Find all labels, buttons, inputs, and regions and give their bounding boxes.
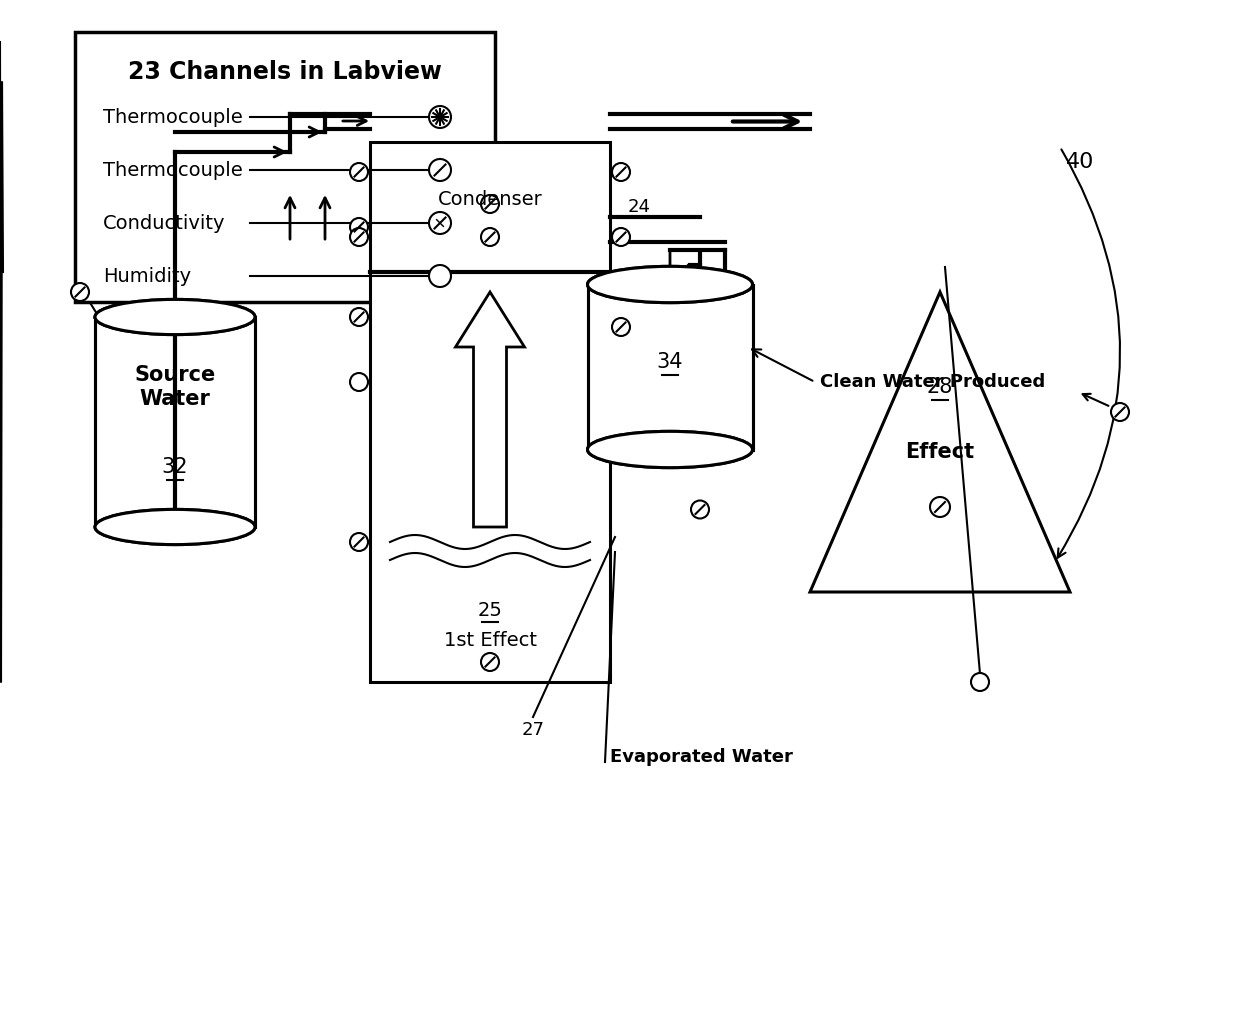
Circle shape: [71, 283, 89, 301]
Ellipse shape: [95, 509, 255, 545]
Circle shape: [971, 673, 990, 691]
Circle shape: [481, 228, 498, 246]
Text: Conductivity: Conductivity: [103, 214, 226, 232]
Ellipse shape: [588, 267, 753, 303]
Text: 40: 40: [1066, 152, 1094, 172]
Text: Effect: Effect: [905, 442, 975, 462]
Circle shape: [613, 318, 630, 336]
Ellipse shape: [588, 267, 753, 303]
Text: 23 Channels in Labview: 23 Channels in Labview: [128, 60, 441, 84]
Circle shape: [930, 497, 950, 517]
Circle shape: [429, 212, 451, 234]
Circle shape: [481, 653, 498, 671]
Bar: [370, 142, 610, 682]
Text: 24: 24: [627, 198, 651, 216]
Ellipse shape: [588, 431, 753, 468]
Bar: [74, 32, 495, 301]
Text: Condenser: Condenser: [438, 189, 542, 208]
Text: Humidity: Humidity: [103, 267, 191, 285]
Circle shape: [350, 308, 368, 326]
Circle shape: [1111, 403, 1128, 421]
Circle shape: [350, 533, 368, 551]
Text: 28: 28: [926, 377, 954, 397]
Bar: [588, 284, 753, 450]
Circle shape: [429, 159, 451, 181]
Text: Thermocouple: Thermocouple: [103, 160, 243, 180]
Circle shape: [481, 195, 498, 213]
Polygon shape: [455, 292, 525, 527]
Text: Clean Water Produced: Clean Water Produced: [820, 373, 1045, 391]
Text: Evaporated Water: Evaporated Water: [610, 748, 792, 766]
Ellipse shape: [95, 299, 255, 334]
Text: 1st Effect: 1st Effect: [444, 631, 537, 650]
Text: 27: 27: [522, 721, 544, 739]
Text: Source
Water: Source Water: [134, 366, 216, 409]
Text: 25: 25: [477, 601, 502, 619]
Circle shape: [429, 106, 451, 128]
Circle shape: [691, 501, 709, 518]
Circle shape: [613, 228, 630, 246]
Ellipse shape: [588, 431, 753, 468]
Circle shape: [429, 265, 451, 287]
Text: 34: 34: [657, 352, 683, 372]
Circle shape: [350, 228, 368, 246]
Text: Thermocouple: Thermocouple: [103, 107, 243, 127]
Ellipse shape: [95, 509, 255, 545]
Ellipse shape: [95, 299, 255, 334]
Text: 32: 32: [161, 457, 188, 477]
Bar: [95, 317, 255, 527]
Polygon shape: [810, 292, 1070, 592]
Circle shape: [350, 373, 368, 391]
Circle shape: [350, 218, 368, 236]
Circle shape: [613, 162, 630, 181]
Circle shape: [350, 162, 368, 181]
